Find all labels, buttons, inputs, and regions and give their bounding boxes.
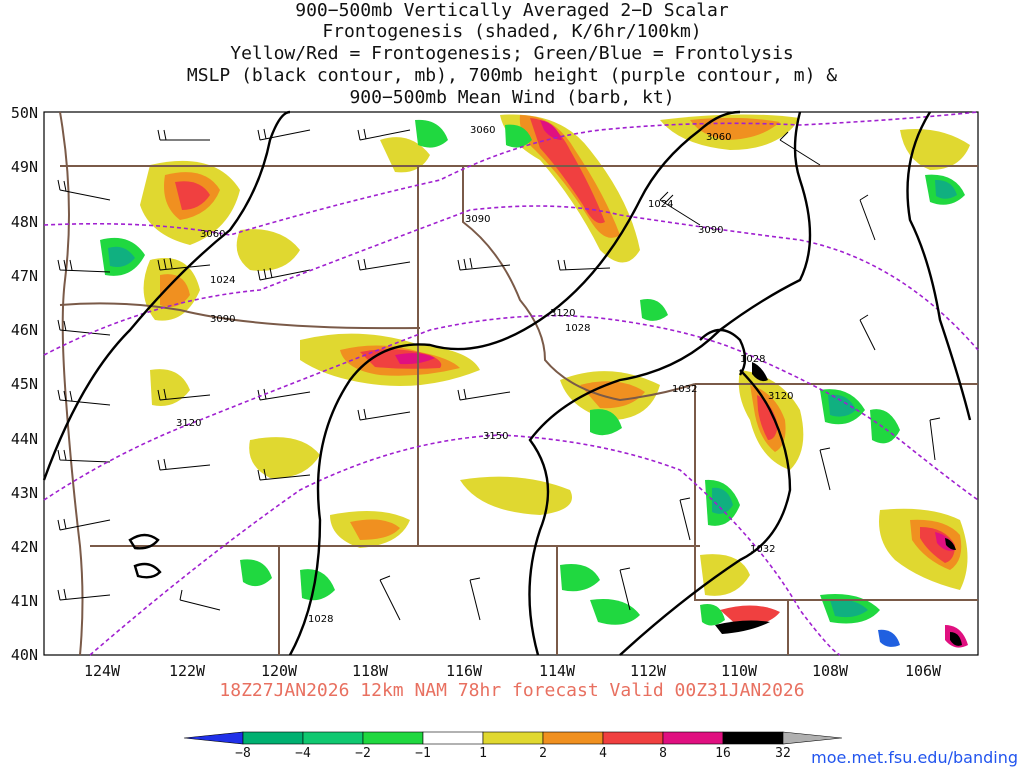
height-label: 3120 [550,308,575,319]
lon-label: 108W [811,662,849,680]
title-line-1: 900−500mb Vertically Averaged 2−D Scalar [295,0,729,21]
height-label: 3090 [698,225,723,236]
height-label: 3060 [706,132,731,143]
height-label: 3090 [465,214,490,225]
colorbar-label: −2 [355,746,371,761]
contour-labels: 1024 1024 1028 1028 1028 1032 1032 3060 … [176,125,793,625]
colorbar-label: −8 [235,746,251,761]
lat-label: 48N [10,213,38,231]
height-label: 3060 [200,229,225,240]
lat-label: 40N [10,646,38,664]
colorbar-label: 32 [775,746,791,761]
lat-label: 45N [10,375,38,393]
colorbar-label: 4 [599,746,607,761]
lat-label: 42N [10,538,38,556]
mslp-label: 1024 [210,275,235,286]
height-contours [43,111,979,656]
colorbar-label: −4 [295,746,311,761]
mslp-label: 1032 [750,544,775,555]
mslp-label: 1028 [308,614,333,625]
title-line-2: Frontogenesis (shaded, K/6hr/100km) [322,21,702,42]
title-line-4: MSLP (black contour, mb), 700mb height (… [186,65,838,86]
lat-label: 41N [10,592,38,610]
lat-label: 49N [10,158,38,176]
title-line-5: 900−500mb Mean Wind (barb, kt) [349,87,675,108]
lon-label: 114W [538,662,576,680]
lon-label: 122W [168,662,206,680]
height-label: 3120 [768,391,793,402]
colorbar [183,731,843,745]
lon-label: 124W [83,662,121,680]
lat-label: 46N [10,321,38,339]
lat-label: 44N [10,430,38,448]
frontogenesis-shading [100,114,970,648]
height-label: 3150 [483,431,508,442]
mslp-label: 1028 [740,354,765,365]
lon-label: 110W [720,662,758,680]
title-line-3: Yellow/Red = Frontogenesis; Green/Blue =… [230,43,794,64]
credit-link[interactable]: moe.met.fsu.edu/banding [811,748,1018,767]
colorbar-label: 16 [715,746,731,761]
mslp-label: 1028 [565,323,590,334]
lat-label: 50N [10,104,38,122]
lat-label: 43N [10,484,38,502]
height-label: 3060 [470,125,495,136]
height-label: 3090 [210,314,235,325]
forecast-subtitle: 18Z27JAN2026 12km NAM 78hr forecast Vali… [219,680,805,701]
wind-barbs [57,128,941,621]
lon-label: 120W [260,662,298,680]
lon-label: 118W [351,662,389,680]
colorbar-label: 8 [659,746,667,761]
mslp-label: 1024 [648,199,673,210]
mslp-label: 1032 [672,384,697,395]
lon-label: 116W [445,662,483,680]
colorbar-label: −1 [415,746,431,761]
lat-label: 47N [10,267,38,285]
colorbar-label: 1 [479,746,487,761]
mslp-contours [42,110,972,656]
colorbar-label: 2 [539,746,547,761]
lon-label: 112W [629,662,667,680]
lon-label: 106W [904,662,942,680]
height-label: 3120 [176,418,201,429]
